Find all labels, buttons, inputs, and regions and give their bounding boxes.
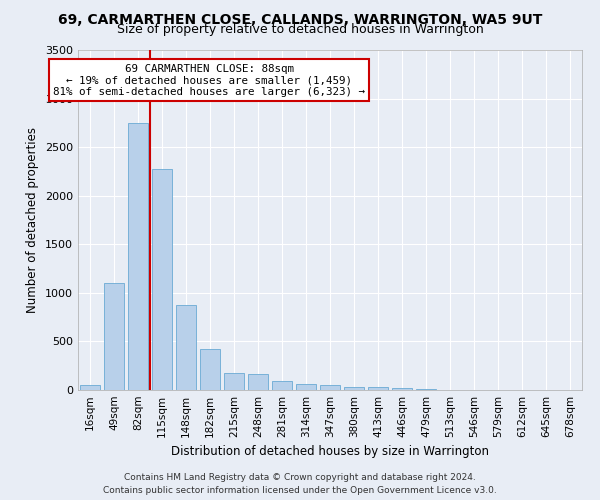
Bar — [272, 382, 292, 390]
Bar — [152, 168, 172, 390]
Text: 69 CARMARTHEN CLOSE: 88sqm
← 19% of detached houses are smaller (1,459)
81% of s: 69 CARMARTHEN CLOSE: 88sqm ← 19% of deta… — [53, 64, 365, 97]
Bar — [368, 387, 388, 390]
Bar — [104, 283, 124, 390]
Bar — [200, 349, 220, 390]
Bar — [392, 388, 412, 390]
Bar — [296, 384, 316, 390]
Y-axis label: Number of detached properties: Number of detached properties — [26, 127, 40, 313]
Text: 69, CARMARTHEN CLOSE, CALLANDS, WARRINGTON, WA5 9UT: 69, CARMARTHEN CLOSE, CALLANDS, WARRINGT… — [58, 12, 542, 26]
Bar — [80, 385, 100, 390]
Bar — [248, 374, 268, 390]
Text: Size of property relative to detached houses in Warrington: Size of property relative to detached ho… — [116, 22, 484, 36]
Bar — [224, 374, 244, 390]
Bar — [128, 123, 148, 390]
Bar — [344, 386, 364, 390]
Bar — [320, 385, 340, 390]
X-axis label: Distribution of detached houses by size in Warrington: Distribution of detached houses by size … — [171, 446, 489, 458]
Text: Contains HM Land Registry data © Crown copyright and database right 2024.
Contai: Contains HM Land Registry data © Crown c… — [103, 473, 497, 495]
Bar — [416, 389, 436, 390]
Bar — [176, 306, 196, 390]
